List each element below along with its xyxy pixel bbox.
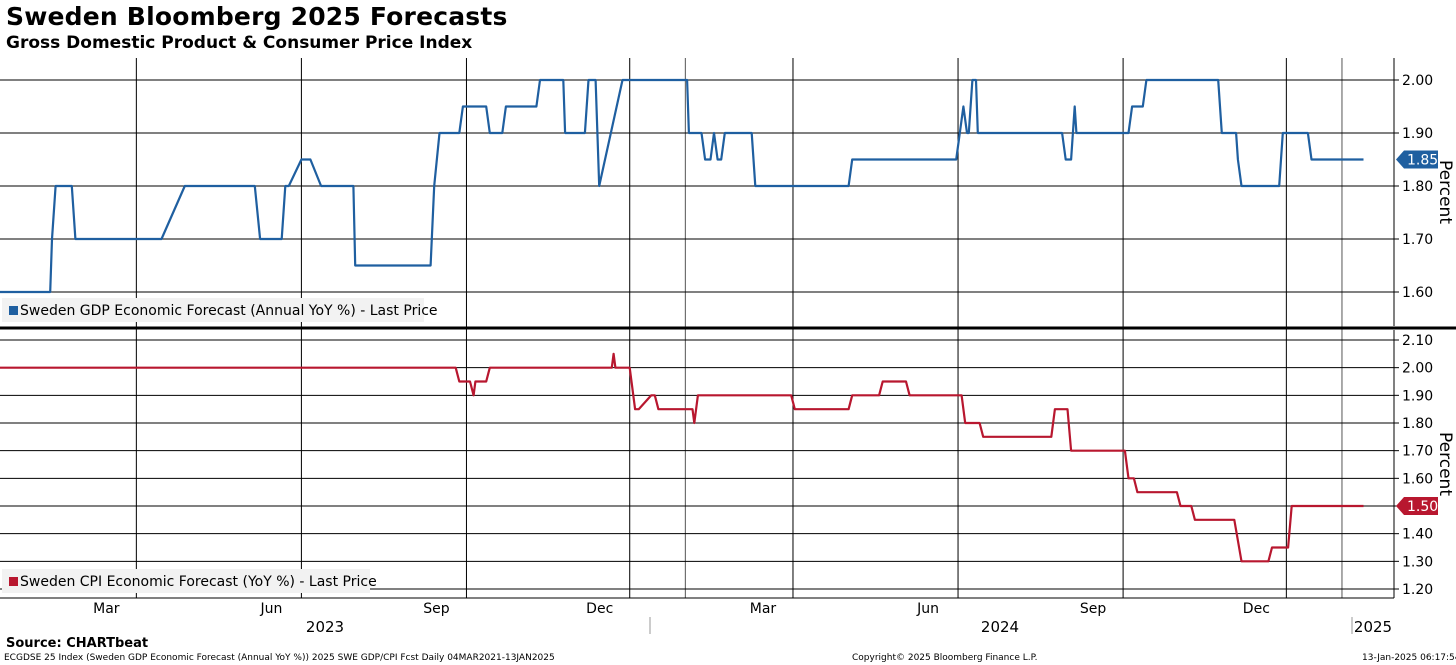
gdp-last-value-marker	[1396, 150, 1438, 169]
gdp-y-tick-label-4: 2.00	[1402, 73, 1433, 89]
gdp-y-tick-label-2: 1.80	[1402, 179, 1433, 195]
cpi-series-line	[0, 352, 1364, 563]
x-tick-label-year-2: 2025	[1354, 618, 1392, 636]
timestamp: 13-Jan-2025 06:17:54	[1362, 653, 1456, 663]
x-tick-label-month-5: Jun	[916, 601, 939, 617]
x-tick-label-month-6: Sep	[1080, 601, 1107, 617]
copyright-note: Copyright© 2025 Bloomberg Finance L.P.	[852, 653, 1038, 663]
cpi-y-tick-label-8: 2.00	[1402, 361, 1433, 377]
gdp-legend-swatch	[9, 306, 18, 315]
x-tick-label-month-1: Jun	[259, 601, 282, 617]
x-tick-label-month-2: Sep	[423, 601, 450, 617]
cpi-legend-swatch	[9, 577, 18, 586]
cpi-y-axis-label: Percent	[1435, 432, 1455, 496]
gdp-y-tick-label-0: 1.60	[1402, 285, 1433, 301]
x-tick-label-month-0: Mar	[93, 601, 120, 617]
gdp-series-line	[0, 78, 1364, 294]
x-tick-label-year-0: 2023	[306, 618, 344, 636]
chart-title: Sweden Bloomberg 2025 Forecasts	[6, 2, 508, 31]
source-note: Source: CHARTbeat	[6, 636, 149, 651]
cpi-y-tick-label-4: 1.60	[1402, 471, 1433, 487]
index-description: ECGDSE 25 Index (Sweden GDP Economic For…	[4, 653, 555, 663]
x-tick-label-month-7: Dec	[1243, 601, 1270, 617]
cpi-legend-label: Sweden CPI Economic Forecast (YoY %) - L…	[20, 574, 377, 590]
gdp-last-value-label: 1.85	[1407, 153, 1438, 169]
cpi-y-tick-label-6: 1.80	[1402, 416, 1433, 432]
cpi-last-value-label: 1.50	[1407, 499, 1438, 515]
gdp-legend-label: Sweden GDP Economic Forecast (Annual YoY…	[20, 303, 438, 319]
cpi-y-tick-label-5: 1.70	[1402, 444, 1433, 460]
gdp-y-tick-label-3: 1.90	[1402, 126, 1433, 142]
cpi-y-tick-label-1: 1.30	[1402, 554, 1433, 570]
cpi-legend-box	[2, 569, 370, 593]
cpi-y-tick-label-0: 1.20	[1402, 582, 1433, 598]
gdp-legend-box	[2, 298, 424, 322]
cpi-last-value-marker	[1396, 497, 1438, 515]
x-tick-label-month-3: Dec	[586, 601, 613, 617]
chart-subtitle: Gross Domestic Product & Consumer Price …	[6, 33, 473, 53]
cpi-y-tick-label-9: 2.10	[1402, 333, 1433, 349]
gdp-y-tick-label-1: 1.70	[1402, 232, 1433, 248]
x-tick-label-year-1: 2024	[981, 618, 1019, 636]
cpi-y-tick-label-2: 1.40	[1402, 527, 1433, 543]
cpi-y-tick-label-7: 1.90	[1402, 388, 1433, 404]
gdp-y-axis-label: Percent	[1435, 160, 1455, 224]
x-tick-label-month-4: Mar	[750, 601, 777, 617]
